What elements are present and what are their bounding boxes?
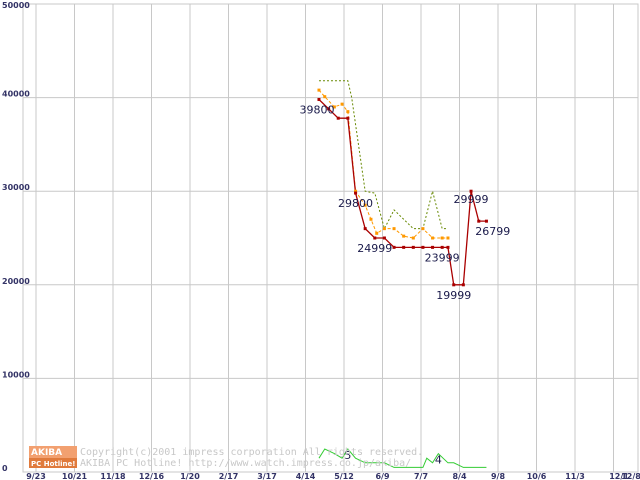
watermark: AKIBA PC Hotline! Copyright(c)2001 impre… xyxy=(29,446,423,469)
points-layer xyxy=(317,88,488,287)
min-price-point xyxy=(336,116,340,120)
avg-price-point xyxy=(375,231,379,235)
x-tick-label: 10/6 xyxy=(527,472,547,480)
data-labels: 39800 29800 24999 23999 19999 29999 26799 5 4 xyxy=(299,103,510,466)
data-label: 19999 xyxy=(436,289,471,302)
x-tick-label: 4/14 xyxy=(296,472,316,480)
x-tick-label: 12/1 xyxy=(609,472,629,480)
data-label: 26799 xyxy=(475,225,510,238)
avg-price-point xyxy=(411,236,415,240)
x-tick-label: 9/23 xyxy=(26,472,46,480)
x-tick-label: 2/17 xyxy=(219,472,239,480)
min-price-point xyxy=(461,283,465,287)
min-price-point xyxy=(363,227,367,231)
avg-price-point xyxy=(446,236,450,240)
avg-price-point xyxy=(346,110,350,114)
logo-bottom-text: PC Hotline! xyxy=(31,460,75,468)
x-tick-label: 11/18 xyxy=(100,472,126,480)
min-price-point xyxy=(346,116,350,120)
min-price-point xyxy=(431,245,435,249)
min-price-point xyxy=(392,245,396,249)
min-price-point xyxy=(402,245,406,249)
avg-price-point xyxy=(363,203,367,207)
x-tick-label: 7/7 xyxy=(414,472,428,480)
data-label: 23999 xyxy=(425,251,460,264)
avg-price-point xyxy=(323,95,327,99)
y-tick-label: 10000 xyxy=(2,370,30,379)
akiba-logo: AKIBA PC Hotline! xyxy=(29,446,77,468)
logo-bottom-block xyxy=(29,458,77,468)
y-tick-label: 30000 xyxy=(2,183,30,192)
min-price-point xyxy=(382,236,386,240)
avg-price-point xyxy=(369,217,373,221)
copyright-line: Copyright(c)2001 impress corporation All… xyxy=(80,447,423,458)
avg-price-point xyxy=(317,88,321,92)
avg-price-point xyxy=(402,234,406,238)
avg-price-point xyxy=(421,227,425,231)
url-line: AKIBA PC Hotline! http://www.watch.impre… xyxy=(80,458,411,469)
min-price-point xyxy=(469,189,473,193)
min-price-point xyxy=(484,219,488,223)
y-tick-label: 0 xyxy=(2,464,8,473)
data-label: 39800 xyxy=(299,103,334,116)
avg-price-point xyxy=(332,105,336,109)
x-tick-label: 8/4 xyxy=(452,472,466,480)
series-min-price xyxy=(318,99,487,286)
x-tick-label: 5/12 xyxy=(334,472,354,480)
min-price-point xyxy=(411,245,415,249)
x-tick-label: 12/8 xyxy=(621,472,640,480)
series-avg-price xyxy=(318,89,448,239)
min-price-point xyxy=(440,245,444,249)
x-tick-label: 12/16 xyxy=(139,472,165,480)
x-tick-label: 11/3 xyxy=(565,472,585,480)
x-tick-label: 9/8 xyxy=(491,472,505,480)
min-price-point xyxy=(421,245,425,249)
min-price-point xyxy=(354,191,358,195)
min-price-point xyxy=(446,245,450,249)
avg-price-point xyxy=(354,189,358,193)
y-tick-label: 50000 xyxy=(2,1,30,10)
chart-grid xyxy=(22,3,639,473)
y-tick-label: 20000 xyxy=(2,277,30,286)
avg-price-point xyxy=(340,102,344,106)
data-label: 29999 xyxy=(454,193,489,206)
x-tick-label: 1/20 xyxy=(180,472,200,480)
x-axis-ticks: 9/23 10/21 11/18 12/16 1/20 2/17 3/17 4/14 5/12 6… xyxy=(26,472,640,480)
x-tick-label: 10/21 xyxy=(62,472,88,480)
min-price-point xyxy=(327,107,331,111)
count-label: 5 xyxy=(344,449,351,462)
min-price-point xyxy=(373,236,377,240)
data-label: 29800 xyxy=(338,197,373,210)
min-price-point xyxy=(477,219,481,223)
count-label: 4 xyxy=(435,454,442,467)
plot-border xyxy=(22,3,639,473)
avg-price-point xyxy=(431,236,435,240)
min-price-point xyxy=(317,97,321,101)
avg-price-point xyxy=(382,227,386,231)
y-tick-label: 40000 xyxy=(2,90,30,99)
logo-top-block xyxy=(29,446,77,458)
y-axis-ticks: 0 10000 20000 30000 40000 50000 xyxy=(2,1,30,473)
series-shop-count xyxy=(318,448,487,468)
logo-top-text: AKIBA xyxy=(31,448,62,458)
x-tick-label: 6/9 xyxy=(375,472,389,480)
avg-price-point xyxy=(392,227,396,231)
x-tick-label: 3/17 xyxy=(257,472,277,480)
avg-price-point xyxy=(440,236,444,240)
data-label: 24999 xyxy=(357,242,392,255)
min-price-point xyxy=(452,283,456,287)
